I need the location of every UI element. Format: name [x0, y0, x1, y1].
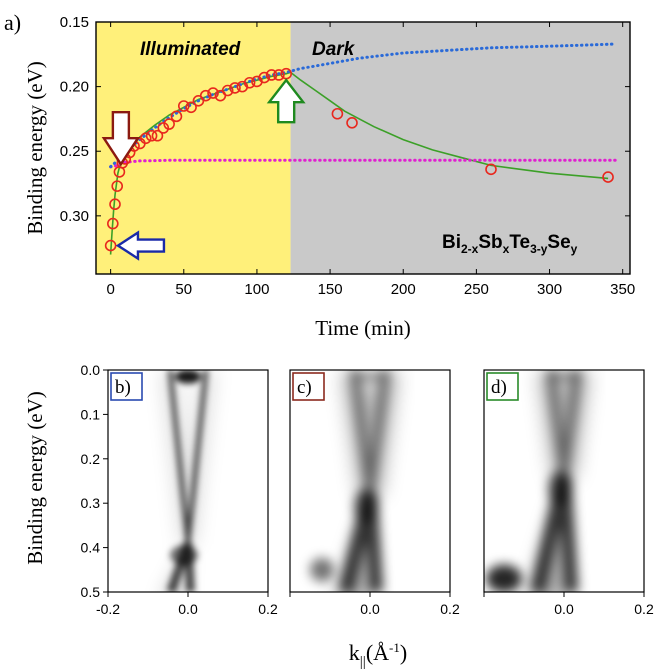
data-point [258, 71, 271, 84]
y-tick-label: 0.20 [60, 79, 89, 96]
k-tick-label: 0.2 [258, 601, 278, 617]
arpes-xlabel: k||(Å-1) [349, 640, 407, 670]
data-point [151, 129, 164, 142]
k-tick-label: 0.2 [440, 601, 460, 617]
panel-a-ylabel: Binding energy (eV) [23, 61, 47, 234]
panel-b-label-box [110, 372, 143, 401]
data-point [199, 89, 212, 102]
x-tick-label: 50 [175, 281, 192, 298]
x-tick-label: 150 [318, 281, 343, 298]
energy-tick-label: 0.0 [81, 362, 101, 378]
data-point [185, 101, 197, 114]
data-point [109, 198, 121, 211]
panel-d-label-box [486, 372, 519, 401]
compound-subscript: 3-y [530, 242, 548, 256]
compound-element: Se [547, 232, 570, 253]
data-point [177, 100, 190, 112]
k-tick-label: -0.2 [96, 601, 120, 617]
arrow-left-icon [115, 230, 166, 261]
k-tick-label: 0.2 [634, 601, 654, 617]
x-tick-label: 100 [244, 281, 269, 298]
data-point [139, 132, 152, 145]
panel-a-frame [95, 21, 631, 275]
data-point [170, 110, 183, 123]
data-point [331, 107, 344, 120]
arpes-bands [166, 370, 209, 592]
panel-a: a) 0 50 100 150 200 250 300 350 0.15 0.20 0.25 0.30… [4, 10, 635, 340]
panel-a-xlabel: Time (min) [315, 316, 410, 340]
panel-b-label: b) [115, 377, 131, 398]
k-tick-label: 0.0 [178, 601, 198, 617]
region-1-background [290, 22, 630, 274]
panel-b: b) -0.2 0.0 0.2 0.0 0.1 0.2 0.3 0.4 0.5 [81, 362, 278, 617]
arpes-bands [486, 370, 582, 592]
panel-d-label: d) [491, 377, 507, 398]
data-point [221, 84, 234, 97]
k-tick-label: 0.0 [360, 601, 380, 617]
energy-tick-label: 0.5 [81, 584, 101, 600]
x-tick-label: 350 [610, 281, 635, 298]
panel-c-label-box [292, 372, 325, 401]
data-point [157, 122, 170, 134]
compound-element: Sb [478, 232, 502, 253]
compound-element: Bi [442, 232, 461, 253]
x-tick-label: 200 [391, 281, 416, 298]
data-point [273, 69, 285, 81]
arpes-ylabel: Binding energy (eV) [23, 391, 47, 564]
compound-subscript: y [571, 242, 578, 256]
energy-tick-label: 0.2 [81, 451, 101, 467]
arrow-up-icon [266, 78, 306, 124]
x-tick-label: 250 [464, 281, 489, 298]
data-point [346, 117, 358, 129]
x-tick-label: 0 [106, 281, 114, 298]
compound-subscript: x [503, 242, 510, 256]
y-tick-label: 0.25 [60, 143, 89, 160]
panel-d: d) 0.0 0.2 [483, 369, 654, 617]
panel-c: c) 0.0 0.2 [289, 369, 460, 617]
energy-tick-label: 0.3 [81, 495, 101, 511]
data-point [163, 118, 175, 130]
data-point [145, 129, 158, 142]
y-tick-label: 0.15 [60, 14, 89, 31]
compound-label: Bi2-xSbxTe3-ySey [442, 232, 578, 256]
data-point [243, 76, 256, 89]
series-2-line [109, 42, 617, 169]
energy-tick-label: 0.4 [81, 540, 101, 556]
panel-c-label: c) [297, 377, 312, 398]
illuminated-label: Illuminated [140, 39, 241, 60]
arpes-bands [310, 370, 391, 592]
x-tick-label: 300 [537, 281, 562, 298]
data-point [207, 87, 219, 99]
data-point [265, 69, 278, 81]
data-point [111, 180, 124, 192]
panel-a-label: a) [4, 10, 21, 35]
data-point [602, 171, 614, 183]
arrow-down-icon [101, 110, 141, 167]
data-point [485, 163, 497, 176]
data-point [107, 217, 119, 230]
k-tick-label: 0.0 [554, 601, 574, 617]
y-tick-label: 0.30 [60, 208, 89, 225]
dark-label: Dark [312, 39, 356, 60]
energy-tick-label: 0.1 [81, 406, 101, 422]
data-point [229, 82, 241, 94]
compound-element: Te [509, 232, 530, 253]
compound-subscript: 2-x [461, 242, 479, 256]
series-3-line [109, 158, 617, 169]
data-point [104, 239, 117, 252]
